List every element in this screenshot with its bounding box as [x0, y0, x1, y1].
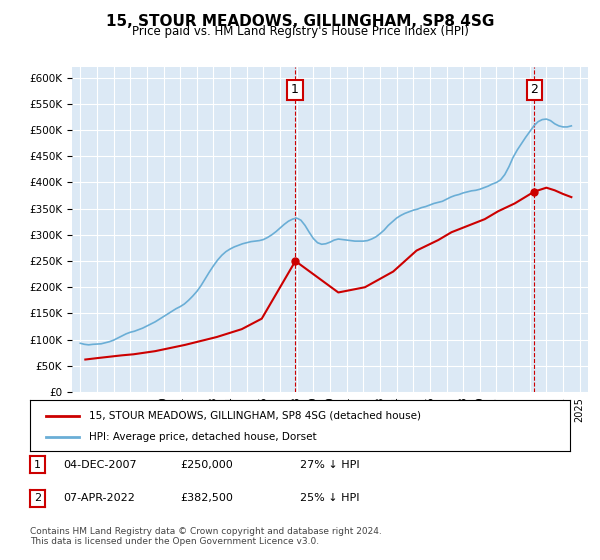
Text: 2: 2	[530, 83, 538, 96]
Text: Price paid vs. HM Land Registry's House Price Index (HPI): Price paid vs. HM Land Registry's House …	[131, 25, 469, 38]
Text: 15, STOUR MEADOWS, GILLINGHAM, SP8 4SG: 15, STOUR MEADOWS, GILLINGHAM, SP8 4SG	[106, 14, 494, 29]
Text: 15, STOUR MEADOWS, GILLINGHAM, SP8 4SG (detached house): 15, STOUR MEADOWS, GILLINGHAM, SP8 4SG (…	[89, 410, 421, 421]
Text: 07-APR-2022: 07-APR-2022	[63, 493, 135, 503]
Text: 1: 1	[291, 83, 299, 96]
Text: 27% ↓ HPI: 27% ↓ HPI	[300, 460, 359, 470]
Text: HPI: Average price, detached house, Dorset: HPI: Average price, detached house, Dors…	[89, 432, 317, 442]
Text: £250,000: £250,000	[180, 460, 233, 470]
Text: £382,500: £382,500	[180, 493, 233, 503]
Text: 04-DEC-2007: 04-DEC-2007	[63, 460, 137, 470]
Text: 2: 2	[34, 493, 41, 503]
Text: Contains HM Land Registry data © Crown copyright and database right 2024.
This d: Contains HM Land Registry data © Crown c…	[30, 526, 382, 546]
Text: 1: 1	[34, 460, 41, 470]
Text: 25% ↓ HPI: 25% ↓ HPI	[300, 493, 359, 503]
